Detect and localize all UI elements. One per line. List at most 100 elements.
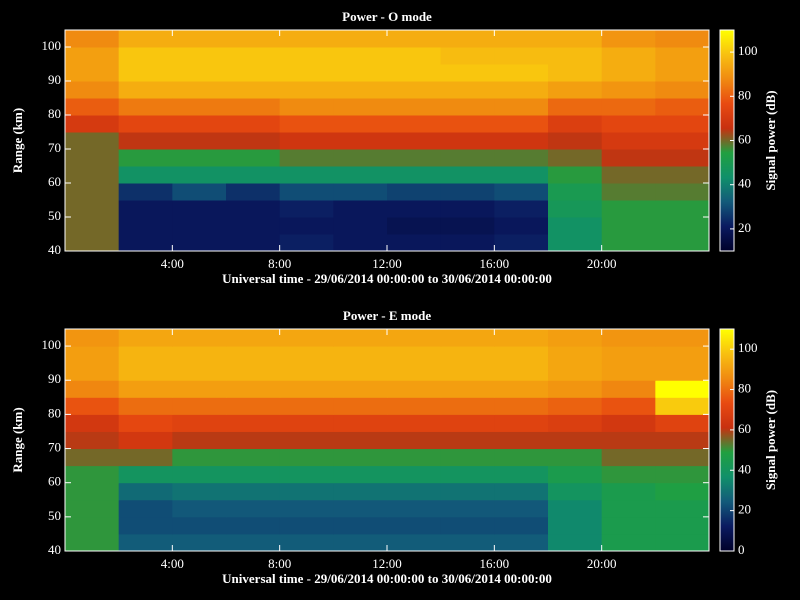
- heatmap-cell: [387, 81, 442, 99]
- heatmap-cell: [65, 465, 120, 484]
- heatmap-cell: [333, 47, 388, 65]
- heatmap-cell: [333, 217, 388, 235]
- heatmap-cell: [548, 499, 603, 518]
- y-tick-label: 80: [48, 405, 61, 420]
- heatmap-cell: [548, 166, 603, 184]
- heatmap-cell: [440, 363, 495, 381]
- heatmap-cell: [333, 499, 388, 518]
- heatmap-cell: [226, 183, 281, 201]
- heatmap-cells: [65, 329, 709, 551]
- heatmap-cell: [118, 482, 173, 501]
- colorbar: [719, 328, 735, 552]
- heatmap-cell: [601, 346, 656, 364]
- heatmap-cell: [601, 329, 656, 347]
- heatmap-cell: [548, 115, 603, 133]
- heatmap-cell: [118, 30, 173, 48]
- heatmap-cell: [494, 200, 549, 218]
- heatmap-cell: [601, 47, 656, 65]
- heatmap-cell: [655, 217, 709, 235]
- y-axis-label: Range (km): [10, 108, 25, 173]
- y-tick-label: 90: [48, 371, 61, 386]
- heatmap-cell: [655, 482, 709, 501]
- heatmap-cell: [279, 346, 334, 364]
- heatmap-cell: [601, 64, 656, 82]
- heatmap-cell: [118, 81, 173, 99]
- heatmap-cell: [333, 516, 388, 535]
- heatmap-cell: [226, 533, 281, 551]
- x-tick-label: 8:00: [268, 556, 291, 571]
- heatmap-cell: [118, 397, 173, 415]
- heatmap-cell: [279, 166, 334, 184]
- heatmap-cell: [65, 516, 120, 535]
- heatmap-cell: [601, 482, 656, 501]
- heatmap-cell: [279, 81, 334, 99]
- heatmap-cell: [65, 329, 120, 347]
- heatmap-cell: [279, 448, 334, 467]
- heatmap-cell: [172, 30, 227, 48]
- heatmap-cell: [333, 482, 388, 501]
- heatmap-cell: [601, 115, 656, 133]
- colorbar-tick-label: 40: [738, 176, 751, 191]
- heatmap-cell: [172, 166, 227, 184]
- heatmap-cell: [601, 132, 656, 150]
- heatmap-cell: [655, 234, 709, 251]
- heatmap-cell: [601, 200, 656, 218]
- heatmap-cell: [333, 30, 388, 48]
- heatmap-cell: [548, 47, 603, 65]
- heatmap-cell: [172, 47, 227, 65]
- heatmap-cell: [118, 380, 173, 398]
- heatmap-cell: [333, 414, 388, 432]
- y-axis-label: Range (km): [10, 407, 25, 472]
- heatmap-cell: [387, 98, 442, 116]
- y-tick-label: 60: [48, 474, 61, 489]
- heatmap-cell: [440, 414, 495, 432]
- heatmap-cell: [494, 516, 549, 535]
- colorbar-label: Signal power (dB): [763, 90, 778, 190]
- heatmap-cell: [601, 516, 656, 535]
- heatmap-cell: [387, 448, 442, 467]
- heatmap-cell: [494, 431, 549, 450]
- colorbar-label: Signal power (dB): [763, 390, 778, 490]
- heatmap-cell: [172, 217, 227, 235]
- heatmap-cell: [65, 166, 120, 184]
- heatmap-cell: [118, 166, 173, 184]
- heatmap-cell: [655, 397, 709, 415]
- heatmap-cell: [333, 234, 388, 251]
- heatmap-cell: [65, 64, 120, 82]
- heatmap-cell: [548, 448, 603, 467]
- heatmap-cell: [333, 132, 388, 150]
- heatmap-cell: [655, 81, 709, 99]
- heatmap-cell: [494, 166, 549, 184]
- heatmap-cell: [440, 132, 495, 150]
- y-tick-label: 60: [48, 174, 61, 189]
- heatmap-cell: [172, 329, 227, 347]
- heatmap-cell: [601, 414, 656, 432]
- heatmap-cell: [548, 465, 603, 484]
- heatmap-cell: [440, 30, 495, 48]
- heatmap-cell: [655, 200, 709, 218]
- heatmap-cell: [279, 329, 334, 347]
- heatmap-cell: [494, 30, 549, 48]
- heatmap-cell: [279, 431, 334, 450]
- panel-title: Power - O mode: [342, 9, 432, 24]
- heatmap-cell: [387, 166, 442, 184]
- heatmap-cell: [494, 98, 549, 116]
- heatmap-cell: [333, 533, 388, 551]
- heatmap-cell: [548, 482, 603, 501]
- heatmap-cell: [601, 217, 656, 235]
- heatmap-cell: [279, 217, 334, 235]
- heatmap-cell: [548, 64, 603, 82]
- heatmap-cell: [494, 397, 549, 415]
- heatmap-cell: [655, 329, 709, 347]
- heatmap-cell: [655, 115, 709, 133]
- heatmap-cell: [440, 431, 495, 450]
- heatmap-cell: [387, 64, 442, 82]
- heatmap-cell: [333, 329, 388, 347]
- heatmap-cell: [65, 482, 120, 501]
- colorbar-tick-label: 40: [738, 461, 751, 476]
- heatmap-cell: [226, 64, 281, 82]
- heatmap-cell: [440, 166, 495, 184]
- heatmap-cell: [548, 30, 603, 48]
- heatmap-cell: [226, 499, 281, 518]
- heatmap-cell: [118, 414, 173, 432]
